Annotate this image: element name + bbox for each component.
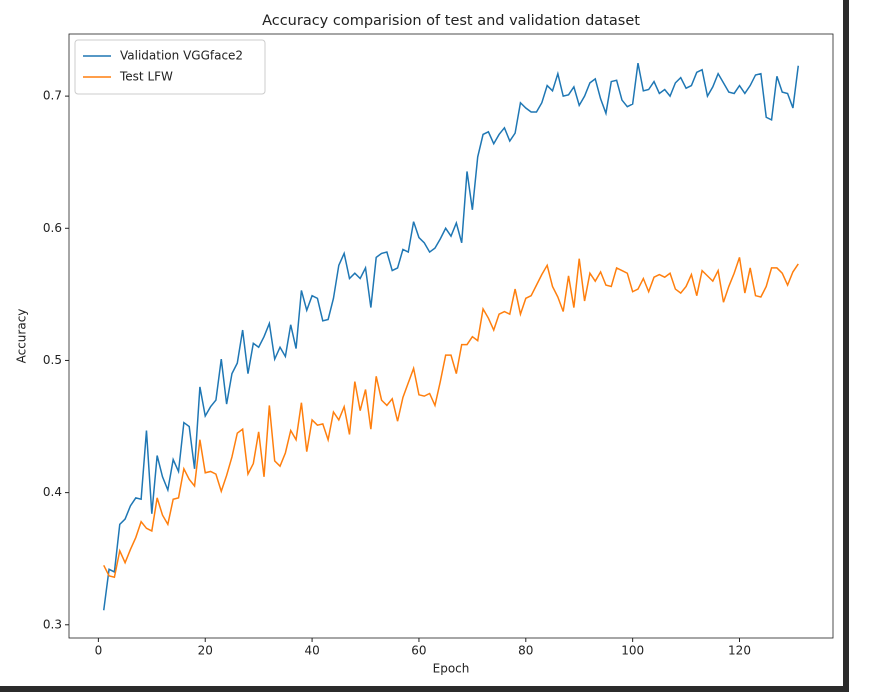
chart-title: Accuracy comparision of test and validat… <box>262 13 640 29</box>
x-tick-label: 80 <box>518 644 533 658</box>
x-tick-label: 20 <box>198 644 213 658</box>
y-tick-label: 0.6 <box>43 221 62 235</box>
frame-edge <box>0 686 849 692</box>
x-tick-label: 60 <box>411 644 426 658</box>
y-tick-label: 0.7 <box>43 89 62 103</box>
x-axis-label: Epoch <box>433 662 470 676</box>
legend-label: Validation VGGface2 <box>120 49 243 63</box>
plot-frame <box>68 33 834 639</box>
frame-edge <box>843 0 849 692</box>
y-axis-label: Accuracy <box>15 309 29 364</box>
x-tick-label: 100 <box>621 644 644 658</box>
legend-box <box>74 39 266 95</box>
x-tick-label: 120 <box>728 644 751 658</box>
y-tick-label: 0.3 <box>43 617 62 631</box>
series-line <box>102 62 800 611</box>
y-tick-label: 0.4 <box>43 485 62 499</box>
series-line <box>103 257 799 579</box>
legend-label: Test LFW <box>119 70 173 84</box>
x-tick-label: 0 <box>95 644 103 658</box>
x-tick-label: 40 <box>304 644 319 658</box>
y-tick-label: 0.5 <box>43 353 62 367</box>
